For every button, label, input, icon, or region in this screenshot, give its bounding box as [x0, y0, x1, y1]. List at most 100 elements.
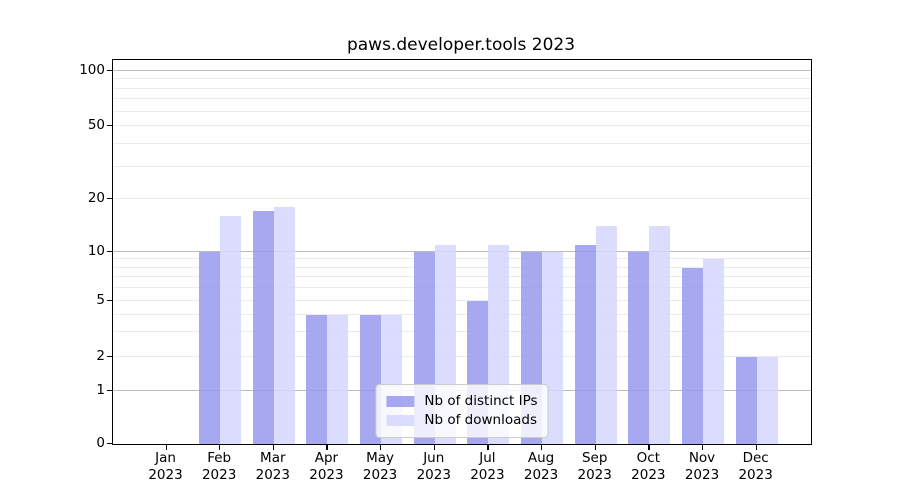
x-tick-aug — [541, 444, 543, 450]
x-tick-label-sep: Sep 2023 — [553, 450, 637, 484]
x-tick-label-mar: Mar 2023 — [231, 450, 315, 484]
x-tick-year: 2023 — [362, 467, 398, 483]
x-tick-month: Aug — [527, 450, 555, 466]
gridline-y-90 — [113, 78, 811, 80]
x-tick-label-nov: Nov 2023 — [660, 450, 744, 484]
legend-label-distinct-ips: Nb of distinct IPs — [424, 393, 538, 409]
x-tick-apr — [326, 444, 328, 450]
x-tick-year: 2023 — [684, 467, 720, 483]
x-tick-nov — [702, 444, 704, 450]
x-tick-year: 2023 — [470, 467, 505, 483]
x-tick-year: 2023 — [631, 467, 666, 483]
y-tick-10 — [107, 251, 112, 253]
x-tick-month: May — [366, 450, 395, 466]
gridline-y-30 — [113, 165, 811, 167]
y-tick-label-2: 2 — [96, 348, 105, 364]
y-tick-1 — [107, 390, 112, 392]
x-tick-label-aug: Aug 2023 — [499, 450, 583, 484]
legend-swatch-downloads — [386, 415, 415, 426]
x-tick-month: Nov — [688, 450, 716, 466]
x-tick-dec — [755, 444, 757, 450]
x-tick-label-apr: Apr 2023 — [284, 450, 368, 484]
x-tick-may — [380, 444, 382, 450]
gridline-y-60 — [113, 110, 811, 112]
y-tick-label-0: 0 — [96, 435, 105, 451]
gridline-y-major-10 — [113, 251, 811, 252]
legend-item-downloads: Nb of downloads — [386, 411, 537, 430]
x-tick-label-jan: Jan 2023 — [124, 450, 208, 484]
gridline-y-major-100 — [113, 70, 811, 71]
y-tick-label-50: 50 — [87, 117, 105, 133]
bar-nb-of-downloads-apr — [327, 314, 349, 444]
y-tick-label-5: 5 — [96, 292, 105, 308]
x-tick-mar — [272, 444, 274, 450]
x-tick-month: Sep — [581, 450, 608, 466]
gridline-y-7 — [113, 276, 811, 278]
y-tick-0 — [107, 443, 112, 445]
x-tick-sep — [594, 444, 596, 450]
x-tick-month: Apr — [314, 450, 339, 466]
legend-item-distinct-ips: Nb of distinct IPs — [386, 392, 538, 411]
bar-nb-of-downloads-nov — [703, 259, 724, 444]
x-tick-jul — [487, 444, 489, 450]
gridline-y-3 — [113, 331, 811, 333]
bar-nb-of-downloads-feb — [220, 216, 242, 444]
y-tick-label-10: 10 — [87, 243, 105, 259]
bar-nb-of-distinct-ips-sep — [574, 244, 596, 444]
x-tick-label-dec: Dec 2023 — [714, 450, 798, 484]
bar-nb-of-distinct-ips-feb — [199, 252, 221, 444]
chart-title: paws.developer.tools 2023 — [346, 35, 576, 55]
x-tick-label-may: May 2023 — [338, 450, 422, 484]
gridline-y-40 — [113, 142, 811, 144]
bar-nb-of-distinct-ips-nov — [682, 267, 703, 444]
plot-area: Nb of distinct IPs Nb of downloads — [112, 59, 812, 445]
x-tick-year: 2023 — [738, 467, 773, 483]
x-tick-label-jun: Jun 2023 — [392, 450, 476, 484]
gridline-y-80 — [113, 87, 811, 89]
x-tick-year: 2023 — [523, 467, 559, 483]
gridline-y-6 — [113, 287, 811, 289]
x-tick-month: Jul — [479, 450, 496, 466]
x-tick-year: 2023 — [201, 467, 237, 483]
gridline-y-5 — [113, 300, 811, 301]
gridline-y-9 — [113, 258, 811, 260]
bar-nb-of-distinct-ips-apr — [306, 314, 328, 444]
gridline-y-2 — [113, 356, 811, 357]
x-tick-month: Jun — [423, 450, 445, 466]
x-tick-month: Jan — [155, 450, 176, 466]
gridline-y-8 — [113, 266, 811, 268]
x-tick-label-oct: Oct 2023 — [606, 450, 690, 484]
y-tick-20 — [107, 198, 112, 200]
gridline-y-4 — [113, 313, 811, 315]
x-tick-year: 2023 — [255, 467, 290, 483]
y-tick-100 — [107, 70, 112, 72]
bar-nb-of-downloads-mar — [273, 207, 295, 444]
bar-nb-of-downloads-sep — [595, 226, 617, 444]
gridline-y-70 — [113, 98, 811, 100]
y-tick-5 — [107, 300, 112, 302]
x-tick-month: Oct — [636, 450, 661, 466]
y-tick-50 — [107, 125, 112, 127]
y-tick-label-100: 100 — [79, 62, 105, 78]
x-tick-label-feb: Feb 2023 — [177, 450, 261, 484]
bar-nb-of-downloads-dec — [756, 357, 778, 444]
x-tick-oct — [648, 444, 650, 450]
x-tick-jan — [165, 444, 167, 450]
legend-swatch-distinct-ips — [386, 396, 415, 407]
x-tick-month: Dec — [742, 450, 769, 466]
gridline-y-50 — [113, 125, 811, 126]
y-tick-label-20: 20 — [87, 190, 105, 206]
y-tick-2 — [107, 356, 112, 358]
x-tick-year: 2023 — [309, 467, 344, 483]
x-tick-year: 2023 — [148, 467, 183, 483]
bar-nb-of-distinct-ips-oct — [628, 252, 650, 444]
legend: Nb of distinct IPs Nb of downloads — [375, 384, 549, 438]
bar-nb-of-distinct-ips-mar — [252, 211, 274, 444]
bar-nb-of-distinct-ips-dec — [735, 357, 757, 444]
x-tick-month: Mar — [260, 450, 286, 466]
x-tick-feb — [219, 444, 221, 450]
x-tick-month: Feb — [207, 450, 232, 466]
x-tick-year: 2023 — [416, 467, 451, 483]
y-tick-label-1: 1 — [96, 382, 105, 398]
